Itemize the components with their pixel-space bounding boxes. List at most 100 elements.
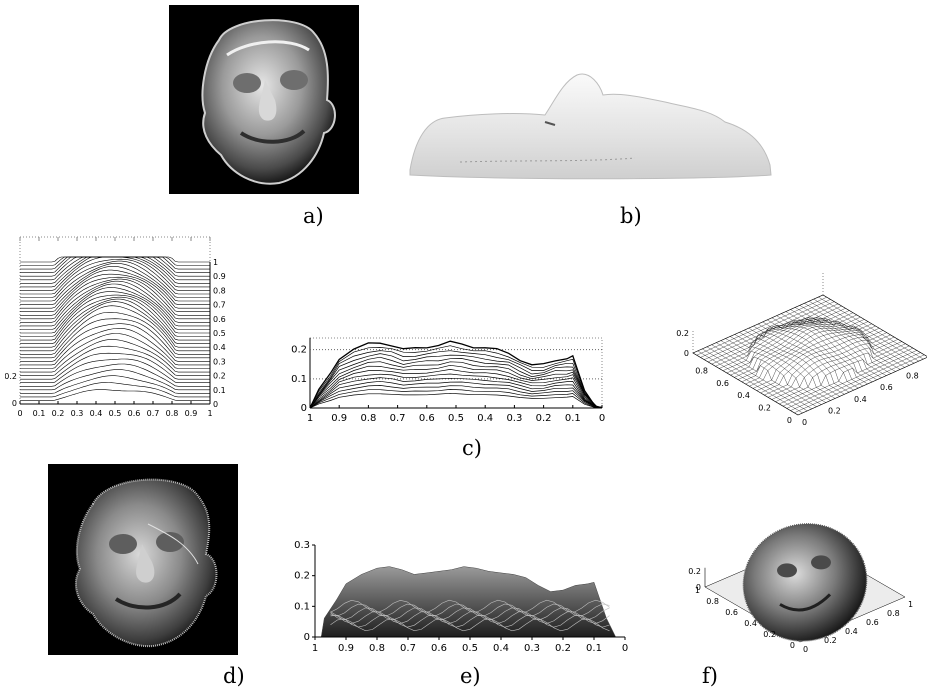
panel-a-shaded-image [169, 5, 359, 194]
mesh-line [737, 321, 869, 380]
x-tick-label: 0 [803, 645, 808, 652]
x-tick-label: 0.8 [369, 643, 385, 654]
mesh-line [753, 325, 859, 389]
x-tick-label: 0.7 [390, 413, 406, 424]
y-tick-label: 0.6 [725, 608, 738, 617]
y-tick-label: 0.2 [294, 571, 310, 582]
mesh-line [741, 323, 872, 382]
y-tick-label: 0.2 [291, 345, 307, 356]
caption-a: a) [303, 204, 324, 228]
mesh-line [795, 307, 901, 370]
x-tick-label: 0.3 [524, 643, 540, 654]
mesh-line [790, 309, 896, 372]
x-tick-label: 0.8 [906, 372, 919, 381]
caption-d: d) [223, 664, 245, 688]
x-tick-label: 0.2 [828, 406, 841, 415]
profile-line [309, 364, 603, 409]
contour-line [20, 263, 210, 302]
x-tick-label: 0.1 [33, 409, 46, 418]
x-tick-label: 0.5 [109, 409, 122, 418]
mesh-line [711, 305, 842, 365]
eye-left [777, 563, 797, 578]
x-tick-label: 0.6 [128, 409, 141, 418]
mesh-line [692, 294, 824, 354]
y-tick-label: 0.2 [213, 372, 226, 381]
x-tick-label: 0.9 [338, 643, 354, 654]
profile-line [309, 369, 603, 408]
y-tick-label: 0.8 [213, 286, 226, 295]
face-surface [742, 523, 868, 642]
contour-line [20, 363, 210, 387]
contour-line [20, 323, 210, 362]
mesh-line [722, 312, 854, 371]
x-tick-label: 0.3 [506, 413, 522, 424]
contour-line [20, 256, 210, 270]
mesh-line [809, 301, 915, 364]
x-tick-label: 0.2 [52, 409, 65, 418]
x-tick-label: 0.1 [586, 643, 602, 654]
x-tick-label: 0.6 [431, 643, 447, 654]
surface-highlight [330, 614, 610, 628]
x-tick-label: 0.6 [880, 383, 893, 392]
contour-line [20, 283, 210, 327]
mesh-line [813, 298, 919, 362]
contour-line [20, 258, 210, 295]
panel-b-side-view [405, 70, 777, 182]
z-tick-label: 0 [684, 349, 689, 358]
y-tick-label: 0.1 [291, 374, 307, 385]
caption-c: c) [462, 436, 482, 460]
contour-line [20, 382, 210, 398]
profile-line [309, 353, 603, 409]
x-tick-label: 0.8 [887, 609, 900, 618]
contour-stack-chart: 0 0.1 0.2 0.3 0.4 0.5 0.6 0.7 0.8 0.9 100.10.20.30… [5, 236, 226, 418]
y-tick-label: 0.4 [737, 391, 750, 400]
y-tick-label: 0 [304, 632, 310, 643]
contour-line [20, 260, 210, 298]
y-left-tick-label: 0 [12, 399, 17, 408]
profile-line [309, 389, 603, 409]
y-tick-label: 0.4 [744, 619, 757, 628]
mesh-line [707, 303, 839, 363]
y-tick-label: 1 [213, 258, 218, 267]
mesh-line [719, 310, 850, 369]
y-tick-label: 0.6 [716, 379, 729, 388]
contour-line [20, 312, 210, 355]
mesh-line [700, 299, 831, 358]
contour-line [20, 278, 210, 320]
y-tick-label: 0.1 [213, 386, 226, 395]
contour-line [20, 273, 210, 312]
y-left-tick-label: 0.2 [5, 372, 17, 381]
x-tick-label: 1 [207, 409, 212, 418]
contour-line [20, 269, 210, 309]
contour-line [20, 345, 210, 376]
mesh-line [762, 321, 868, 385]
x-tick-label: 0.7 [400, 643, 416, 654]
side-profile-render [409, 73, 772, 180]
contour-line [20, 296, 210, 341]
x-tick-label: 0.5 [462, 643, 478, 654]
contour-line [20, 358, 210, 383]
y-tick-label: 0 [790, 641, 795, 650]
y-tick-label: 0 [301, 403, 307, 414]
caption-e: e) [460, 664, 481, 688]
contour-line [20, 375, 210, 394]
face-image-d [74, 478, 218, 648]
x-tick-label: 0.4 [493, 643, 509, 654]
surface-profile-chart: 1 0.9 0.8 0.7 0.6 0.5 0.4 0.3 0.2 0.1 0 0 0.1 0.2 0.3 [294, 540, 628, 654]
panel-d-reconstructed-image [48, 464, 238, 655]
y-tick-label: 0.5 [213, 329, 226, 338]
mesh-line [726, 314, 857, 374]
profile-lines-chart: 1 0.9 0.8 0.7 0.6 0.5 0.4 0.3 0.2 0.1 0 0 0.1 0.2 [291, 337, 605, 424]
contour-line [20, 294, 210, 337]
x-tick-label: 1 [312, 643, 318, 654]
contour-line [20, 333, 210, 369]
surface-highlight [330, 603, 610, 617]
x-tick-label: 0.2 [824, 636, 837, 645]
panel-c-middle-profile-plot: 1 0.9 0.8 0.7 0.6 0.5 0.4 0.3 0.2 0.1 0 0 0.1 0.2 [290, 330, 615, 430]
y-tick-label: 0.4 [213, 343, 226, 352]
surface-highlight [330, 607, 610, 621]
contour-line [20, 305, 210, 352]
y-tick-label: 0.2 [763, 630, 776, 639]
y-tick-label: 0.6 [213, 315, 226, 324]
